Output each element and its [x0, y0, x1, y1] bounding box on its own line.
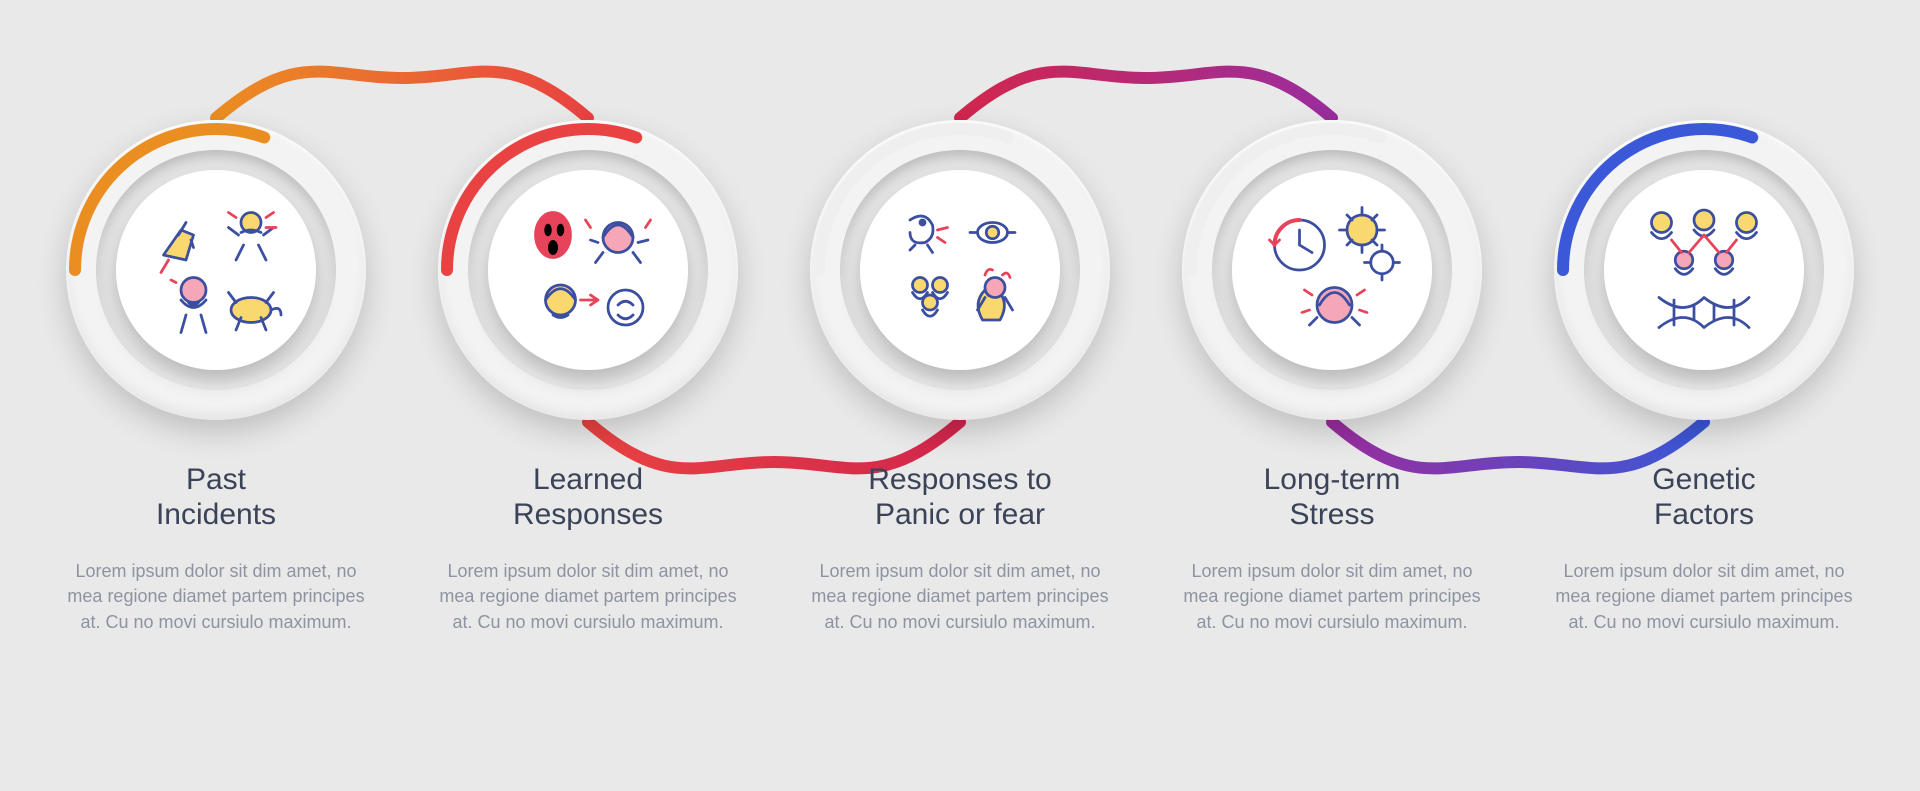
ring [810, 120, 1110, 420]
step-long-term-stress: Long-termStress Lorem ipsum dolor sit di… [1182, 120, 1482, 635]
step-title: GeneticFactors [1652, 462, 1755, 533]
step-genetic-factors: GeneticFactors Lorem ipsum dolor sit dim… [1554, 120, 1854, 635]
scream-parent-child-icon [513, 195, 663, 345]
icon-disc [1604, 170, 1804, 370]
family-dna-icon [1629, 195, 1779, 345]
step-title: Long-termStress [1264, 462, 1401, 533]
icon-disc [1232, 170, 1432, 370]
ring [438, 120, 738, 420]
panic-fire-crowd-icon [885, 195, 1035, 345]
items-row: PastIncidents Lorem ipsum dolor sit dim … [0, 120, 1920, 635]
trauma-dog-child-icon [141, 195, 291, 345]
step-title: PastIncidents [156, 462, 276, 533]
step-body: Lorem ipsum dolor sit dim amet, no mea r… [1554, 559, 1854, 636]
ring [66, 120, 366, 420]
infographic-container: PastIncidents Lorem ipsum dolor sit dim … [0, 0, 1920, 791]
ring [1554, 120, 1854, 420]
step-body: Lorem ipsum dolor sit dim amet, no mea r… [438, 559, 738, 636]
icon-disc [116, 170, 316, 370]
step-panic-fear: Responses toPanic or fear Lorem ipsum do… [810, 120, 1110, 635]
icon-disc [488, 170, 688, 370]
step-body: Lorem ipsum dolor sit dim amet, no mea r… [1182, 559, 1482, 636]
clock-gears-stress-icon [1257, 195, 1407, 345]
step-title: LearnedResponses [513, 462, 663, 533]
step-body: Lorem ipsum dolor sit dim amet, no mea r… [810, 559, 1110, 636]
icon-disc [860, 170, 1060, 370]
step-title: Responses toPanic or fear [868, 462, 1051, 533]
step-body: Lorem ipsum dolor sit dim amet, no mea r… [66, 559, 366, 636]
step-learned-responses: LearnedResponses Lorem ipsum dolor sit d… [438, 120, 738, 635]
step-past-incidents: PastIncidents Lorem ipsum dolor sit dim … [66, 120, 366, 635]
ring [1182, 120, 1482, 420]
